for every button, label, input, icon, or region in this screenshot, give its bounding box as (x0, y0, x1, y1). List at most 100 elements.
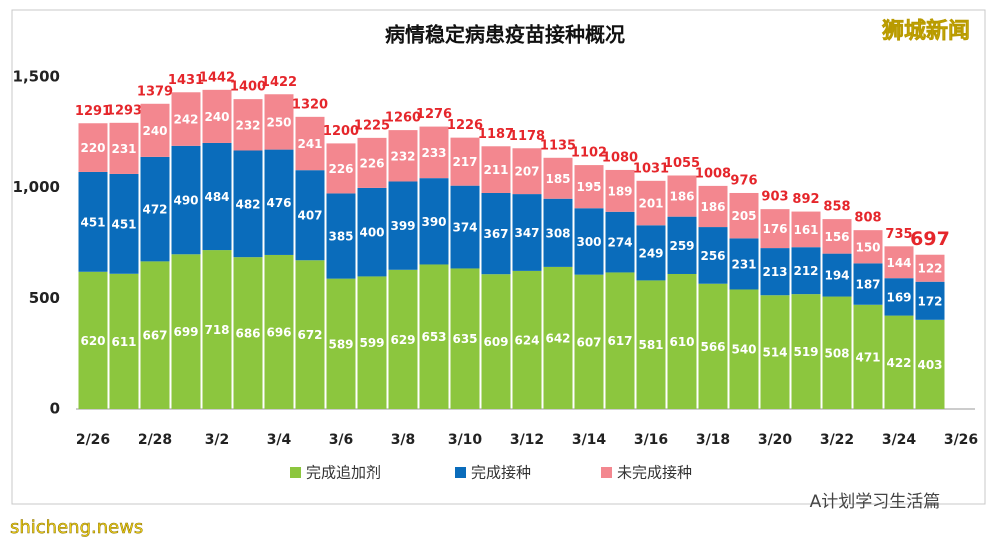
bar-segment (915, 281, 945, 320)
bar-segment (481, 146, 511, 193)
total-label: 1135 (540, 138, 576, 153)
x-tick-label: 3/16 (634, 432, 668, 448)
y-tick-label: 500 (29, 289, 60, 307)
bar-segment (109, 122, 139, 174)
bar-segment (791, 211, 821, 248)
segment-label: 617 (607, 334, 632, 348)
x-tick-label: 3/24 (882, 432, 917, 448)
segment-label: 581 (638, 338, 663, 352)
bar-segment (512, 148, 542, 195)
total-label: 735 (885, 227, 912, 242)
segment-label: 187 (855, 278, 880, 292)
segment-label: 566 (700, 340, 725, 354)
legend-label: 完成追加剂 (306, 464, 381, 482)
bar-segment (574, 274, 604, 409)
bar-segment (667, 273, 697, 409)
segment-label: 620 (80, 334, 105, 348)
total-label: 892 (792, 192, 819, 207)
total-label: 1291 (75, 104, 111, 119)
bar-segment (419, 178, 449, 265)
bar-segment (450, 137, 480, 186)
total-label: 1055 (664, 156, 700, 171)
x-tick-label: 3/20 (758, 432, 793, 448)
x-tick-label: 3/10 (448, 432, 483, 448)
segment-label: 400 (359, 226, 384, 240)
bar-segment (140, 156, 170, 262)
bar-segment (574, 165, 604, 209)
y-tick-label: 0 (50, 400, 60, 418)
segment-label: 367 (483, 227, 508, 241)
bar-segment (481, 274, 511, 409)
segment-label: 482 (235, 197, 260, 211)
bar-segment (264, 94, 294, 150)
bar-segment (357, 187, 387, 277)
bar-segment (78, 171, 108, 272)
total-label: 1260 (385, 111, 421, 126)
segment-label: 599 (359, 336, 384, 350)
segment-label: 211 (483, 163, 508, 177)
segment-label: 385 (328, 230, 353, 244)
legend-label: 未完成接种 (617, 464, 692, 482)
segment-label: 176 (762, 222, 787, 236)
bar-segment (295, 170, 325, 261)
bar-segment (512, 194, 542, 271)
total-label: 1422 (261, 75, 297, 90)
total-label: 1226 (447, 118, 483, 133)
segment-label: 226 (328, 162, 353, 176)
bar-segment (760, 248, 790, 296)
segment-label: 300 (576, 235, 601, 249)
bar-segment (357, 276, 387, 409)
bar-segment (605, 169, 635, 212)
segment-label: 195 (576, 180, 601, 194)
segment-label: 256 (700, 249, 725, 263)
x-tick-label: 3/14 (572, 432, 607, 448)
segment-label: 231 (731, 257, 756, 271)
segment-label: 144 (886, 256, 911, 270)
bar-segment (698, 283, 728, 409)
bar-segment (78, 271, 108, 409)
bar-segment (543, 198, 573, 267)
total-label: 976 (730, 173, 757, 188)
x-tick-label: 3/12 (510, 432, 544, 448)
total-label: 1400 (230, 80, 266, 95)
segment-label: 514 (762, 346, 787, 360)
segment-label: 609 (483, 335, 508, 349)
segment-label: 189 (607, 184, 632, 198)
segment-label: 169 (886, 290, 911, 304)
total-label: 1379 (137, 84, 173, 99)
total-label: 1102 (571, 146, 607, 161)
bar-segment (78, 123, 108, 172)
x-tick-label: 3/2 (205, 432, 230, 448)
x-tick-label: 3/26 (944, 432, 978, 448)
bar-segment (481, 192, 511, 275)
segment-label: 232 (390, 149, 415, 163)
bar-segment (326, 193, 356, 279)
segment-label: 231 (111, 142, 136, 156)
bar-segment (605, 272, 635, 409)
segment-label: 699 (173, 325, 198, 339)
segment-label: 519 (793, 345, 818, 359)
segment-label: 718 (204, 323, 229, 337)
segment-label: 232 (235, 118, 260, 132)
segment-label: 207 (514, 165, 539, 179)
bar-segment (233, 257, 263, 409)
total-label: 1178 (509, 129, 545, 144)
x-tick-label: 3/6 (329, 432, 354, 448)
bar-segment (450, 185, 480, 269)
legend-swatch (290, 467, 301, 478)
bar-segment (388, 269, 418, 409)
segment-label: 240 (204, 110, 229, 124)
bar-segment (140, 103, 170, 157)
bar-segment (202, 250, 232, 409)
bar-segment (264, 149, 294, 255)
bar-segment (202, 142, 232, 251)
bar-segment (202, 89, 232, 143)
segment-label: 194 (824, 269, 849, 283)
bar-segment (264, 254, 294, 409)
segment-label: 250 (266, 115, 291, 129)
segment-label: 161 (793, 223, 818, 237)
total-label: 808 (854, 211, 881, 226)
bar-segment (326, 143, 356, 194)
x-tick-label: 3/8 (391, 432, 416, 448)
